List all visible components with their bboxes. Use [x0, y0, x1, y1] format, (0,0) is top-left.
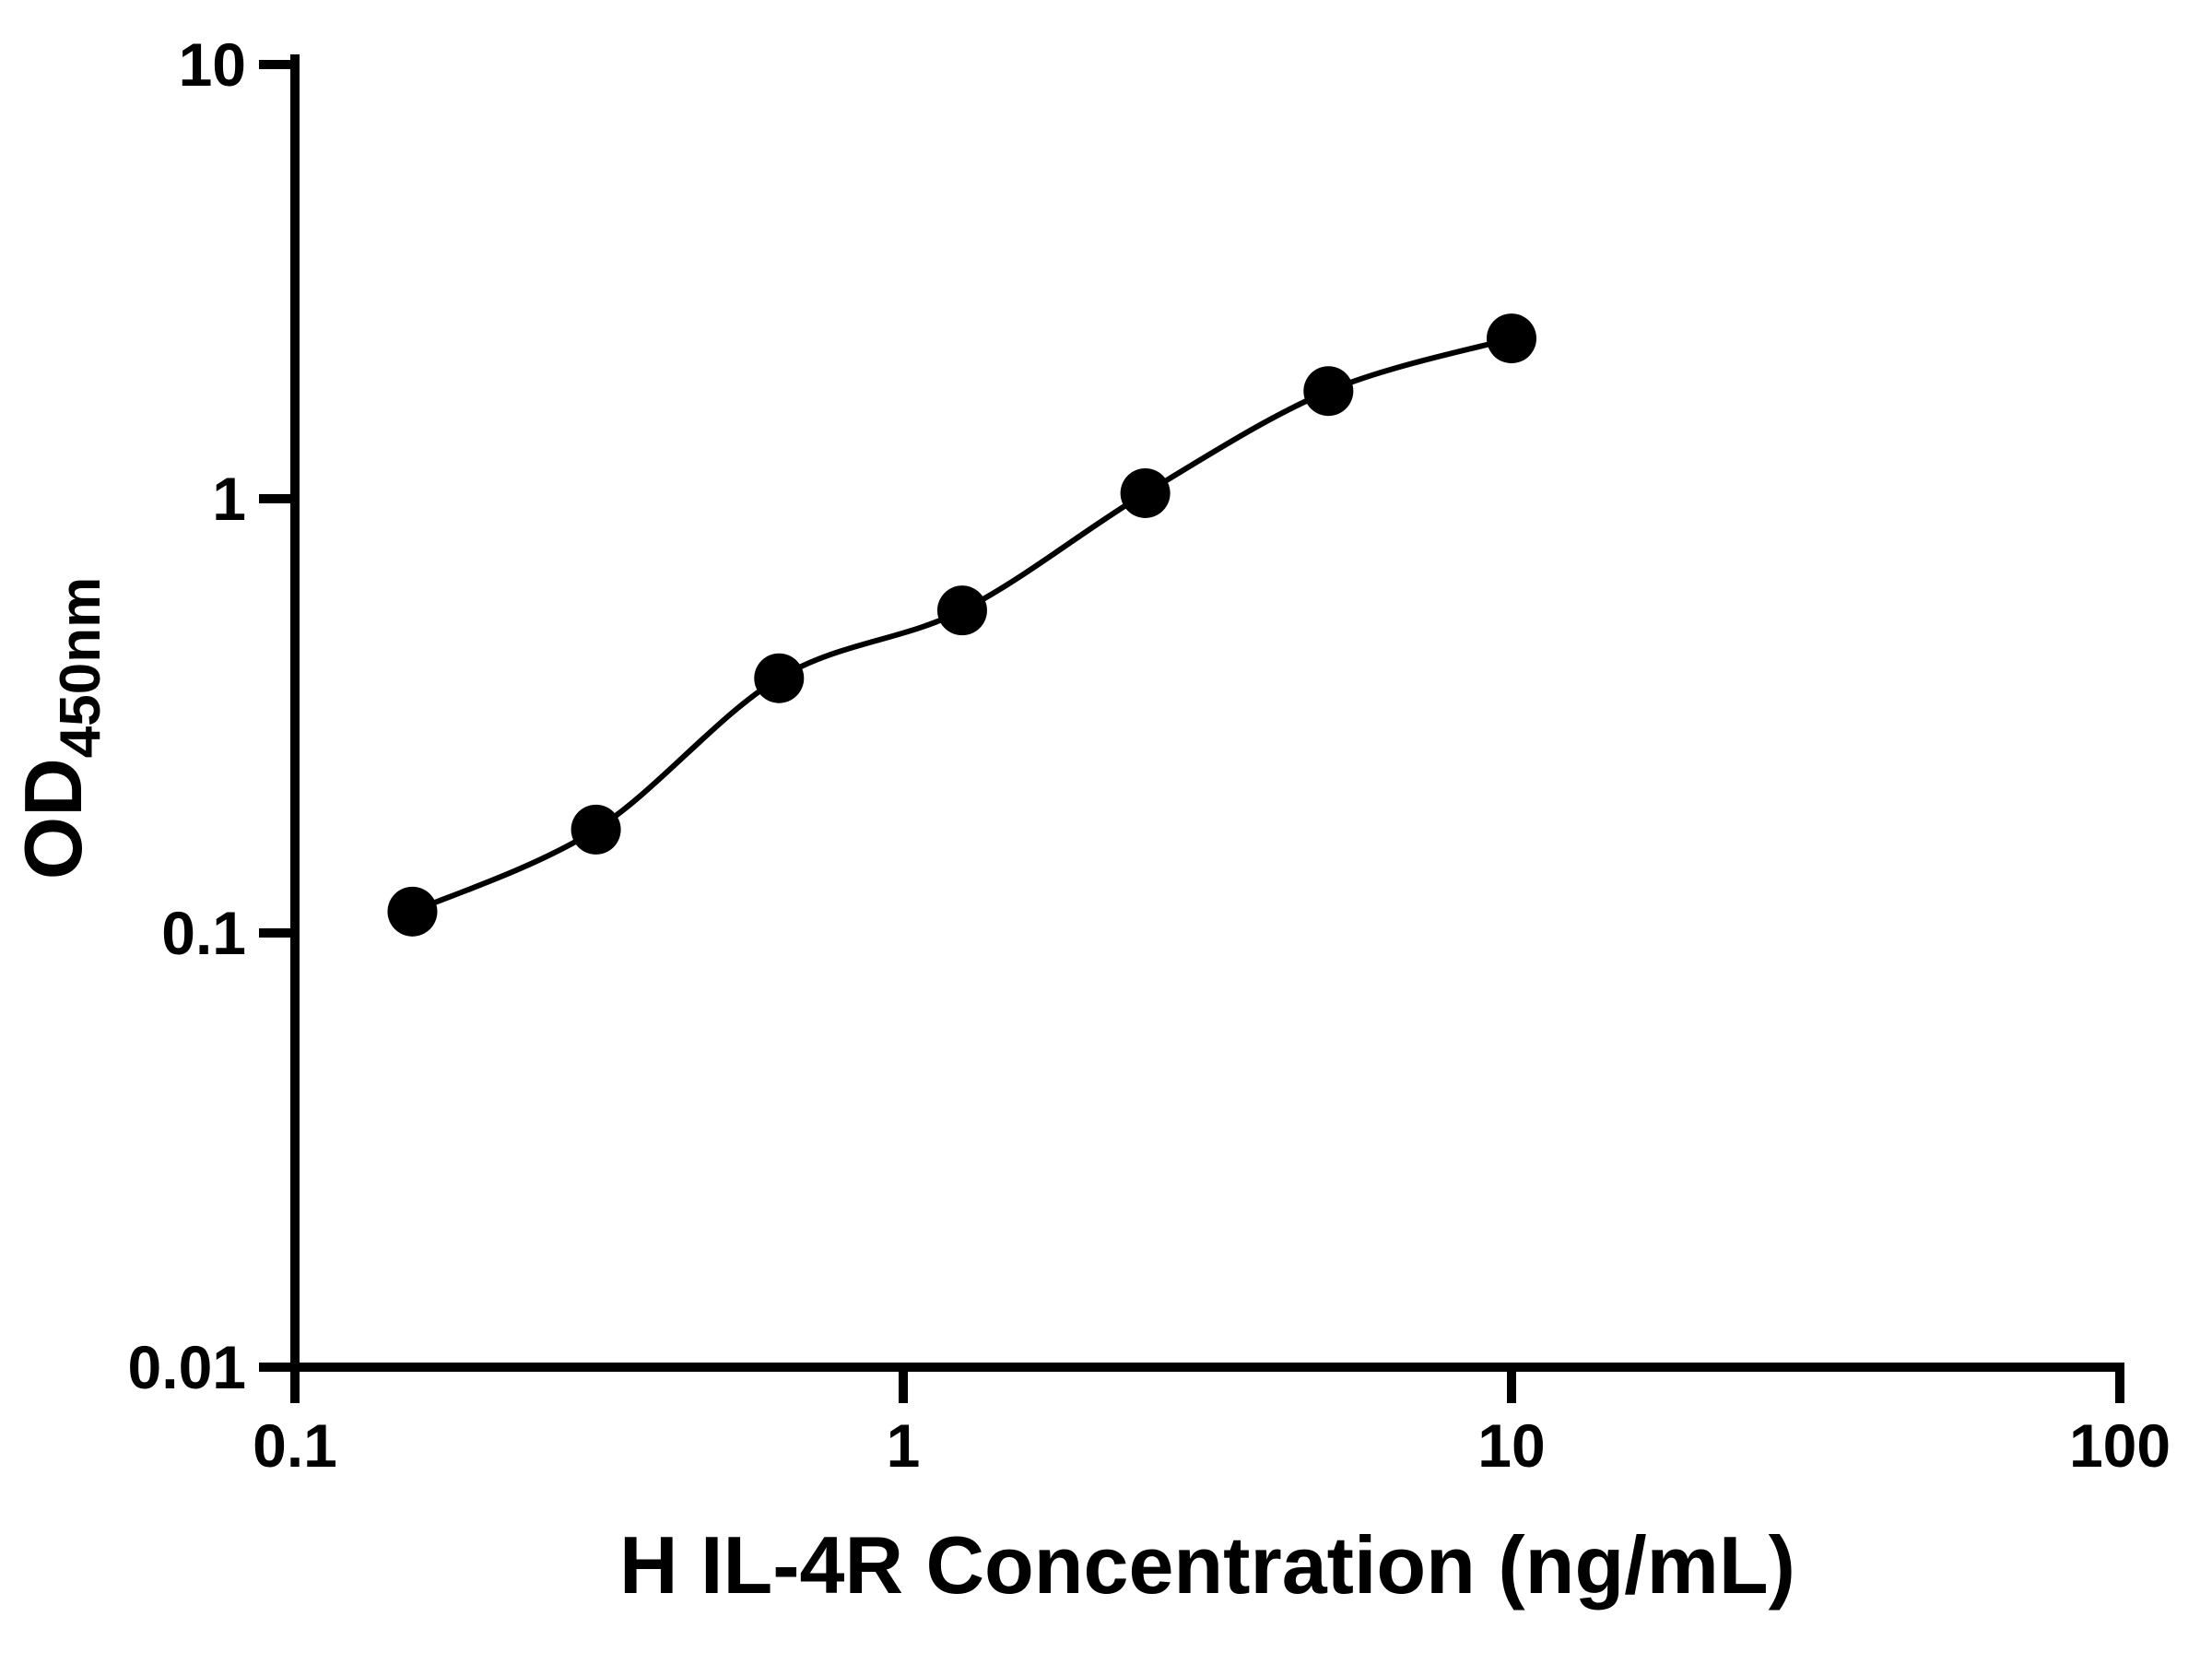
y-axis-title-main: OD: [7, 758, 99, 879]
x-axis-title: H IL-4R Concentration (ng/mL): [619, 1519, 1795, 1611]
data-point: [1303, 366, 1354, 417]
y-axis-title-subscript: 450nm: [49, 577, 112, 758]
x-tick-label: 10: [1477, 1411, 1545, 1480]
x-tick-label: 1: [887, 1411, 921, 1480]
data-point: [1487, 313, 1536, 364]
x-tick-label: 100: [2069, 1411, 2171, 1480]
y-tick-label: 0.1: [161, 899, 246, 967]
data-point: [754, 653, 805, 703]
data-point: [936, 585, 987, 636]
y-tick-label: 1: [212, 465, 246, 533]
y-tick-label: 0.01: [128, 1333, 246, 1401]
y-axis-title: OD450nm: [7, 577, 112, 879]
data-point: [571, 804, 621, 855]
data-point: [1120, 467, 1171, 518]
x-tick-label: 0.1: [253, 1411, 337, 1480]
y-tick-label: 10: [179, 30, 246, 99]
data-point: [387, 886, 438, 937]
